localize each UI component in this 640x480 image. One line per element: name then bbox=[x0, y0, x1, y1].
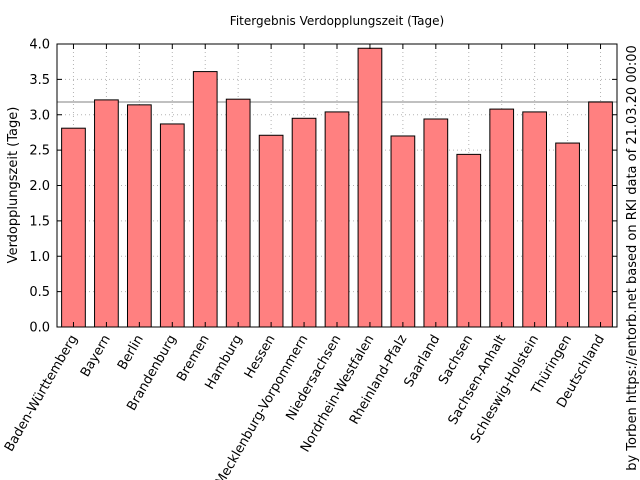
y-tick-label: 2.0 bbox=[29, 179, 50, 194]
bar bbox=[555, 142, 580, 328]
x-tick-label: Baden-Württemberg bbox=[2, 333, 81, 455]
bar bbox=[94, 99, 119, 328]
y-axis-label: Verdopplungszeit (Tage) bbox=[6, 107, 21, 264]
bar bbox=[489, 108, 515, 328]
bar bbox=[126, 104, 152, 328]
bar bbox=[522, 111, 548, 328]
credit-text: by Torben https://entorb.net based on RK… bbox=[625, 45, 640, 471]
y-tick-label: 1.5 bbox=[29, 214, 50, 229]
bar bbox=[588, 101, 613, 328]
bar bbox=[159, 123, 185, 328]
x-tick-label: Bayern bbox=[78, 333, 114, 380]
y-tick-label: 4.0 bbox=[29, 38, 50, 53]
y-tick-label: 3.0 bbox=[29, 108, 50, 123]
y-tick-label: 3.5 bbox=[29, 73, 50, 88]
bars bbox=[61, 47, 613, 328]
bar bbox=[324, 111, 350, 328]
bar bbox=[456, 153, 482, 328]
bar bbox=[258, 134, 284, 328]
bar bbox=[423, 118, 449, 328]
x-tick-label: Berlin bbox=[115, 333, 147, 373]
y-tick-label: 0.0 bbox=[29, 321, 50, 336]
x-tick-label: Hessen bbox=[242, 333, 279, 382]
bar bbox=[291, 117, 317, 328]
bar bbox=[61, 127, 86, 328]
bar bbox=[357, 47, 383, 328]
y-tick-label: 2.5 bbox=[29, 144, 50, 159]
bar bbox=[192, 71, 218, 328]
y-tick-label: 1.0 bbox=[29, 250, 50, 265]
y-axis: 0.0 0.5 1.0 1.5 2.0 2.5 3.0 3.5 4.0 bbox=[29, 38, 617, 336]
chart-title: Fitergebnis Verdopplungszeit (Tage) bbox=[230, 14, 444, 28]
y-tick-label: 0.5 bbox=[29, 285, 50, 300]
bar bbox=[390, 135, 416, 328]
bar bbox=[225, 98, 251, 328]
